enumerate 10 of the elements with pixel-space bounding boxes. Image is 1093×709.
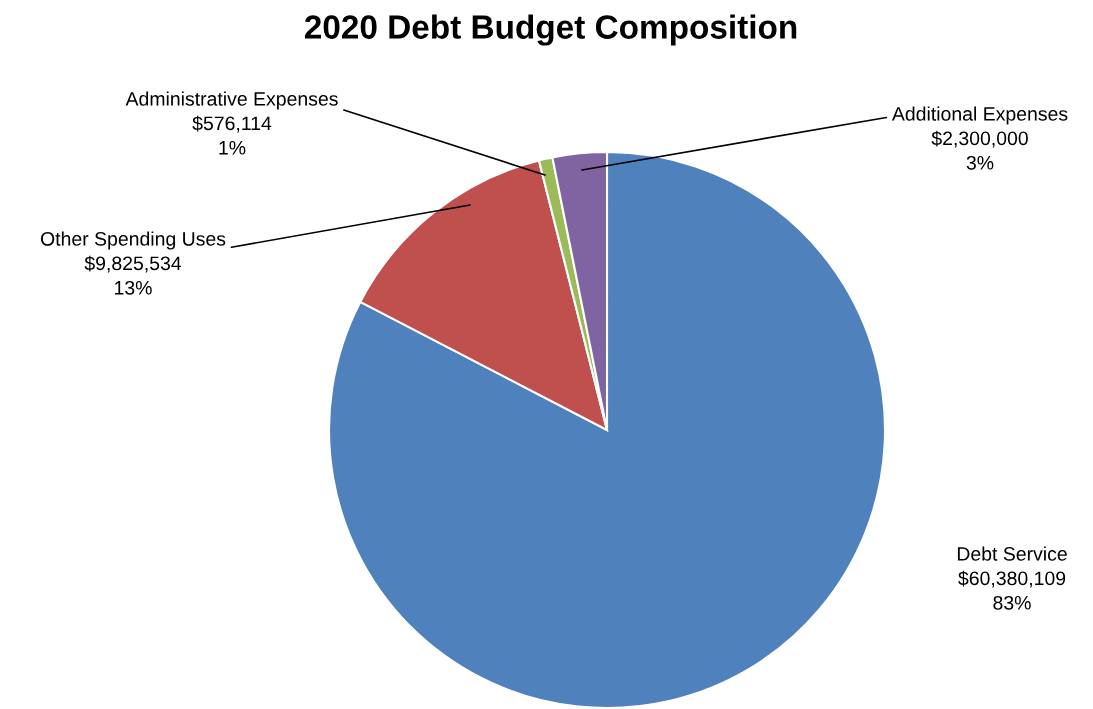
data-label: $576,114 1% bbox=[192, 115, 272, 155]
slice-label: Administrative Expenses bbox=[125, 91, 338, 110]
pie-slice bbox=[327, 150, 887, 709]
data-label: $9,825,534 13% bbox=[84, 255, 182, 295]
data-label: $60,380,109 83% bbox=[958, 570, 1066, 610]
slice-label: Additional Expenses bbox=[891, 106, 1068, 125]
slice-label: Other Spending Uses bbox=[40, 231, 226, 250]
data-label: $2,300,000 3% bbox=[931, 130, 1028, 170]
slice-label: Debt Service bbox=[957, 546, 1067, 561]
chart-title: 2020 Debt Budget Composition bbox=[304, 14, 797, 46]
